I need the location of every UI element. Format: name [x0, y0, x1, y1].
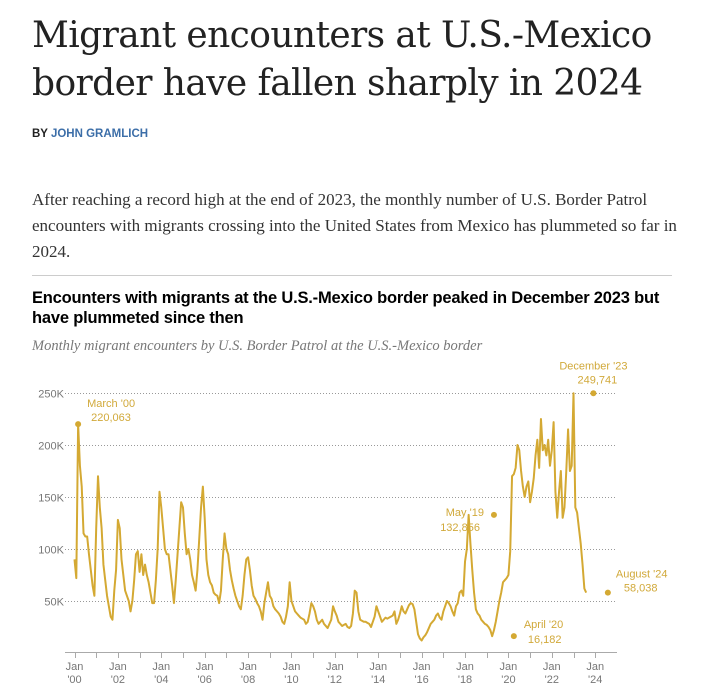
x-tick-label-year: '04 [154, 674, 168, 686]
annotation-value: 16,182 [528, 634, 562, 646]
annotations: March '00 220,063 May '19 132,856 April '20 1… [75, 360, 668, 646]
annotation-value: 220,063 [91, 412, 131, 424]
author-link[interactable]: JOHN GRAMLICH [50, 128, 149, 140]
annotation-label: March '00 [87, 398, 135, 410]
x-tick-label-month: Jan [109, 661, 127, 673]
x-tick-label-month: Jan [66, 661, 84, 673]
x-tick-label-month: Jan [152, 661, 170, 673]
x-tick-label-year: '24 [588, 674, 602, 686]
annotation-label: December '23 [559, 360, 627, 372]
x-tick-label-year: '06 [198, 674, 212, 686]
x-tick-label-month: Jan [413, 661, 431, 673]
byline: BY JOHN GRAMLICH [32, 128, 148, 140]
y-tick-label: 50K [44, 597, 64, 609]
x-tick-label-month: Jan [543, 661, 561, 673]
x-tick-label-year: '12 [328, 674, 342, 686]
chart-title: Encounters with migrants at the U.S.-Mex… [32, 289, 660, 327]
annotation-marker [510, 633, 517, 640]
x-tick-label-year: '18 [458, 674, 472, 686]
x-tick-label-year: '16 [414, 674, 428, 686]
annotation-marker [490, 511, 497, 518]
x-tick-label-year: '02 [111, 674, 125, 686]
x-tick-label-year: '20 [501, 674, 515, 686]
series-line [73, 392, 588, 642]
article-dek: After reaching a record high at the end … [32, 190, 677, 261]
annotation-value: 58,038 [624, 583, 658, 595]
annotation-label: May '19 [446, 507, 484, 519]
x-tick-label-year: '00 [67, 674, 81, 686]
annotation-marker [604, 589, 611, 596]
x-tick-label-year: '14 [371, 674, 385, 686]
y-tick-label: 250K [38, 389, 64, 401]
gridlines [65, 393, 617, 602]
annotation-label: April '20 [524, 619, 563, 631]
x-tick-label-year: '10 [284, 674, 298, 686]
annotation-value: 132,856 [440, 522, 480, 534]
chart-subtitle: Monthly migrant encounters by U.S. Borde… [32, 338, 483, 354]
x-tick-label-month: Jan [326, 661, 344, 673]
x-tick-label-month: Jan [239, 661, 257, 673]
x-tick-label-month: Jan [283, 661, 301, 673]
annotation-marker [75, 421, 82, 428]
annotation-value: 249,741 [578, 374, 618, 386]
annotation-label: August '24 [616, 569, 668, 581]
y-tick-label: 150K [38, 493, 64, 505]
y-tick-label: 200K [38, 441, 64, 453]
x-axis: Jan'00Jan'02Jan'04Jan'06Jan'08Jan'10Jan'… [65, 652, 617, 686]
x-tick-label-month: Jan [369, 661, 387, 673]
section-divider [32, 275, 672, 276]
headline: Migrant encounters at U.S.-Mexico border… [32, 15, 652, 104]
x-tick-label-year: '22 [545, 674, 559, 686]
x-tick-label-month: Jan [500, 661, 518, 673]
data-series [73, 392, 588, 642]
x-tick-label-year: '08 [241, 674, 255, 686]
y-axis-labels: 50K 100K 150K 200K 250K [38, 389, 64, 609]
x-tick-label-month: Jan [456, 661, 474, 673]
x-tick-label-month: Jan [196, 661, 214, 673]
y-tick-label: 100K [38, 545, 64, 557]
x-tick-label-month: Jan [586, 661, 604, 673]
byline-prefix: BY [32, 128, 51, 140]
annotation-marker [590, 390, 597, 397]
